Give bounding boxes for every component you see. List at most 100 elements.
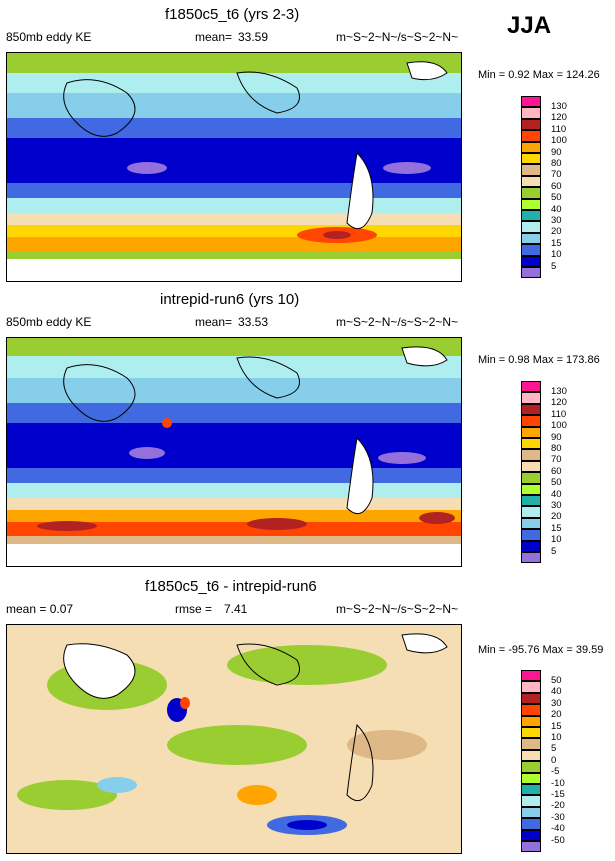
colorbar-label: 10 xyxy=(551,249,562,261)
colorbar-swatch xyxy=(521,153,541,165)
min-max-label: Min = 0.98 Max = 173.86 xyxy=(478,354,600,366)
colorbar-swatch xyxy=(521,795,541,807)
stat-value: 33.53 xyxy=(238,315,269,329)
colorbar-label: 15 xyxy=(551,522,562,534)
season-label: JJA xyxy=(507,12,552,39)
colorbar-label: 60 xyxy=(551,465,562,477)
colorbar-swatch xyxy=(521,784,541,796)
stat-label: mean= xyxy=(195,30,233,44)
colorbar-label: 40 xyxy=(551,686,562,698)
colorbar-label: 20 xyxy=(551,226,562,238)
colorbar-swatch xyxy=(521,472,541,484)
colorbar-swatch xyxy=(521,738,541,750)
colorbar-label: -15 xyxy=(551,789,565,800)
units-label: m~S~2~N~/s~S~2~N~ xyxy=(336,30,459,44)
colorbar-label: 90 xyxy=(551,146,562,158)
colorbar-label: 60 xyxy=(551,180,562,192)
colorbar-label: -50 xyxy=(551,834,565,846)
colorbar-swatch xyxy=(521,438,541,450)
colorbar-swatch xyxy=(521,175,541,188)
colorbar-label: 5 xyxy=(551,545,557,557)
colorbar-swatch xyxy=(521,221,541,233)
colorbar-swatch xyxy=(521,198,541,210)
min-max-label: Min = -95.76 Max = 39.59 xyxy=(478,644,604,656)
stat-label: rmse = xyxy=(175,602,213,616)
colorbar-label: 100 xyxy=(551,420,567,432)
colorbar-label: 70 xyxy=(551,454,562,466)
colorbar-swatch xyxy=(521,130,541,142)
contour-map xyxy=(6,337,462,567)
colorbar-swatch xyxy=(521,772,541,784)
stat-value: 33.59 xyxy=(238,30,269,44)
colorbar-swatch xyxy=(521,715,541,727)
colorbar-swatch xyxy=(521,529,541,541)
colorbar-swatch xyxy=(521,426,541,438)
colorbar-swatch xyxy=(521,187,541,199)
colorbar-swatch xyxy=(521,495,541,507)
colorbar-label: 130 xyxy=(551,386,567,397)
colorbar-swatch xyxy=(521,210,541,222)
colorbar-swatch xyxy=(521,540,541,552)
colorbar-label: 5 xyxy=(551,260,557,272)
colorbar-swatch xyxy=(521,483,541,495)
stat-label: mean= xyxy=(195,315,233,329)
colorbar-label: -40 xyxy=(551,823,565,835)
colorbar-label: 30 xyxy=(551,500,562,511)
colorbar-label: 15 xyxy=(551,237,562,249)
units-label: m~S~2~N~/s~S~2~N~ xyxy=(336,315,459,329)
panel-title: f1850c5_t6 (yrs 2-3) xyxy=(165,6,300,23)
contour-map xyxy=(6,624,462,854)
colorbar-swatch xyxy=(521,761,541,773)
colorbar-swatch xyxy=(521,141,541,153)
stat-value: 7.41 xyxy=(224,602,248,616)
colorbar-swatch xyxy=(521,232,541,245)
colorbar-label: 40 xyxy=(551,488,562,500)
colorbar-label: 50 xyxy=(551,675,562,686)
variable-label: 850mb eddy KE xyxy=(6,315,92,329)
colorbar-label: 10 xyxy=(551,534,562,546)
colorbar-label: 50 xyxy=(551,192,562,204)
colorbar-swatch xyxy=(521,164,541,176)
colorbar-swatch xyxy=(521,107,541,119)
colorbar-swatch xyxy=(521,255,541,267)
colorbar-label: 20 xyxy=(551,709,562,721)
colorbar-label: 10 xyxy=(551,732,562,743)
colorbar-label: 5 xyxy=(551,743,557,755)
colorbar-label: 50 xyxy=(551,477,562,489)
colorbar-swatch xyxy=(521,517,541,530)
colorbar-label: 80 xyxy=(551,443,562,454)
colorbar-swatch xyxy=(521,749,541,762)
colorbar-swatch xyxy=(521,381,541,393)
colorbar-swatch xyxy=(521,670,541,682)
min-max-label: Min = 0.92 Max = 124.26 xyxy=(478,69,600,81)
colorbar-swatch xyxy=(521,415,541,427)
colorbar-swatch xyxy=(521,118,541,131)
colorbar-swatch xyxy=(521,244,541,256)
panel-title: intrepid-run6 (yrs 10) xyxy=(160,291,300,308)
colorbar-swatch xyxy=(521,267,541,279)
colorbar-label: -10 xyxy=(551,777,565,789)
colorbar-label: -30 xyxy=(551,811,565,823)
colorbar-label: 20 xyxy=(551,511,562,523)
colorbar-swatch xyxy=(521,818,541,830)
colorbar-label: 90 xyxy=(551,431,562,443)
colorbar-swatch xyxy=(521,727,541,739)
variable-label: 850mb eddy KE xyxy=(6,30,92,44)
colorbar-label: 30 xyxy=(551,215,562,226)
colorbar-swatch xyxy=(521,704,541,716)
colorbar-label: -5 xyxy=(551,766,560,778)
colorbar-swatch xyxy=(521,403,541,416)
colorbar-swatch xyxy=(521,806,541,819)
colorbar-label: 15 xyxy=(551,720,562,732)
colorbar-swatch xyxy=(521,681,541,693)
colorbar-label: 40 xyxy=(551,203,562,215)
colorbar-swatch xyxy=(521,506,541,518)
mean-label: mean = 0.07 xyxy=(6,602,74,616)
colorbar-swatch xyxy=(521,449,541,461)
panel-title: f1850c5_t6 - intrepid-run6 xyxy=(145,578,317,595)
colorbar-swatch xyxy=(521,460,541,473)
contour-map xyxy=(6,52,462,282)
colorbar-swatch xyxy=(521,96,541,108)
colorbar-label: 30 xyxy=(551,697,562,709)
colorbar-swatch xyxy=(521,692,541,705)
